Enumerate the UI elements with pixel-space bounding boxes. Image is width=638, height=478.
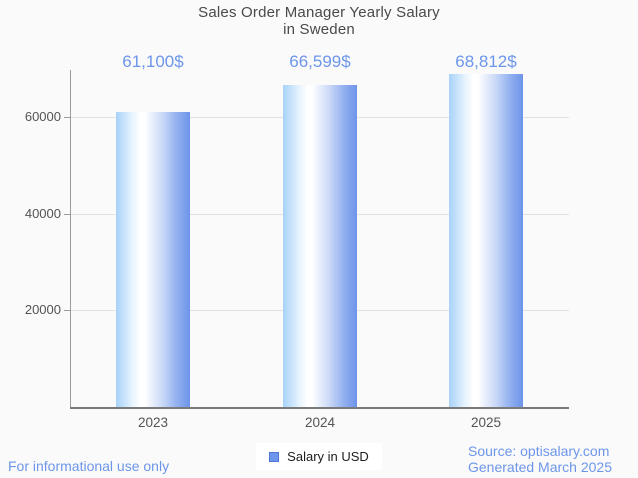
bar-value-label: 61,100$ xyxy=(122,52,184,71)
x-axis-line xyxy=(70,407,569,409)
y-axis-tick-label: 40000 xyxy=(24,206,61,221)
chart-title-line2: in Sweden xyxy=(283,21,355,38)
bar-value-label: 66,599$ xyxy=(289,52,351,71)
legend-swatch xyxy=(269,451,280,462)
y-axis-tick-label: 60000 xyxy=(24,109,61,124)
bar xyxy=(283,85,357,407)
footer-source-block: Source: optisalary.com Generated March 2… xyxy=(468,443,612,475)
chart-title: Sales Order Manager Yearly Salary in Swe… xyxy=(0,4,638,38)
legend-item: Salary in USD xyxy=(256,443,382,470)
y-axis-tick-mark xyxy=(64,117,70,118)
bar-value-label: 68,812$ xyxy=(455,52,517,71)
chart-title-line1: Sales Order Manager Yearly Salary xyxy=(198,4,440,21)
footer-informational-note: For informational use only xyxy=(8,458,170,474)
legend-label: Salary in USD xyxy=(287,449,369,464)
bar xyxy=(449,74,523,407)
y-axis-line xyxy=(70,70,71,407)
y-axis-tick-label: 20000 xyxy=(24,302,61,317)
footer-generated: Generated March 2025 xyxy=(468,459,612,475)
x-axis-label: 2025 xyxy=(470,415,502,430)
bar xyxy=(116,112,190,407)
y-axis-tick-mark xyxy=(64,214,70,215)
y-axis-tick-mark xyxy=(64,310,70,311)
x-axis-label: 2023 xyxy=(137,415,169,430)
x-axis-label: 2024 xyxy=(304,415,336,430)
footer-source: Source: optisalary.com xyxy=(468,443,610,459)
legend: Salary in USD xyxy=(0,443,638,470)
